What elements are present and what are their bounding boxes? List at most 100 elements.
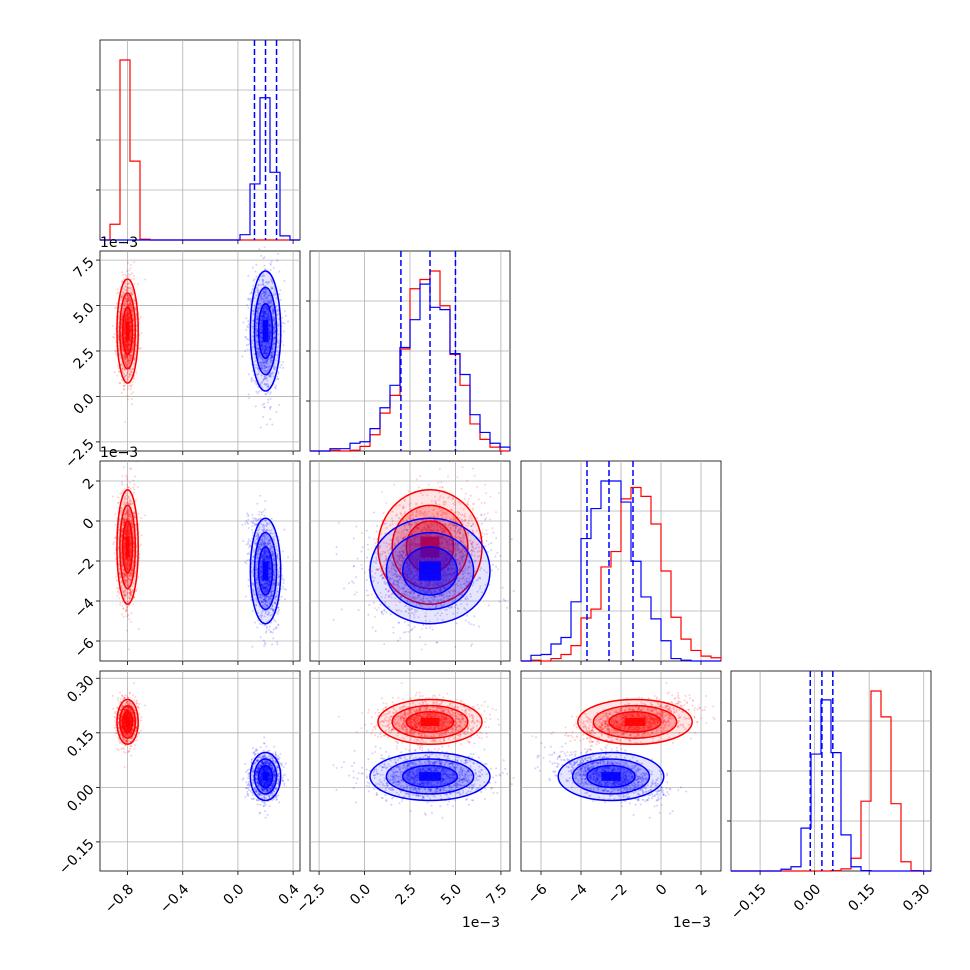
sample-point [117, 591, 119, 593]
sample-point [127, 399, 129, 401]
sample-point [112, 325, 114, 327]
sample-point [282, 322, 284, 324]
sample-point [127, 262, 129, 264]
sample-point [118, 592, 120, 594]
sample-point [282, 367, 284, 369]
sample-point [123, 607, 125, 609]
sample-point [121, 475, 123, 477]
sample-point [117, 288, 119, 290]
sample-point [137, 486, 139, 488]
sample-point [117, 365, 119, 367]
sample-point [127, 395, 129, 397]
sample-point [133, 278, 135, 280]
sample-point [133, 275, 135, 277]
y-tick-label: 7.5 [71, 254, 98, 281]
sample-point [246, 344, 248, 346]
sample-point [255, 276, 257, 278]
sample-point [121, 605, 123, 607]
sample-point [131, 403, 133, 405]
sample-point [125, 276, 127, 278]
sample-point [127, 387, 129, 389]
sample-point [281, 317, 283, 319]
sample-point [116, 587, 118, 589]
sample-point [138, 347, 140, 349]
y-tick-label: −2.5 [62, 436, 97, 471]
sample-point [246, 325, 248, 327]
sample-point [255, 391, 257, 393]
sample-point [128, 385, 130, 387]
sample-point [283, 280, 285, 282]
sample-point [280, 299, 282, 301]
panel-1-1 [306, 251, 510, 455]
sample-point [260, 426, 262, 428]
sample-point [258, 248, 260, 250]
sample-point [127, 614, 129, 616]
sample-point [262, 416, 264, 418]
sample-point [264, 406, 266, 408]
sample-point [130, 393, 132, 395]
corner-plot: −2.50.02.55.07.51e−3−6−4−2021e−3−0.150.0… [0, 0, 970, 970]
sample-point [270, 398, 272, 400]
sample-point [140, 332, 142, 334]
sample-point [129, 482, 131, 484]
sample-point [114, 333, 116, 335]
sample-point [246, 304, 248, 306]
panel-0-0 [96, 40, 300, 244]
sample-point [246, 338, 248, 340]
sample-point [267, 401, 269, 403]
sample-point [130, 386, 132, 388]
sample-point [112, 336, 114, 338]
sample-point [249, 293, 251, 295]
sample-point [115, 576, 117, 578]
sample-point [133, 492, 135, 494]
sample-point [285, 315, 287, 317]
sample-point [132, 603, 134, 605]
sample-point [130, 264, 132, 266]
sample-point [252, 285, 254, 287]
sample-point [128, 270, 130, 272]
sample-point [126, 615, 128, 617]
sample-point [117, 496, 119, 498]
sample-point [251, 291, 253, 293]
y-tick-label: 2.5 [71, 345, 98, 372]
sample-point [128, 618, 130, 620]
sample-point [248, 397, 250, 399]
sample-point [269, 418, 271, 420]
sample-point [133, 484, 135, 486]
sample-point [132, 487, 134, 489]
sample-point [270, 269, 272, 271]
sample-point [270, 391, 272, 393]
sample-point [124, 385, 126, 387]
sample-point [273, 267, 275, 269]
sample-point [140, 316, 142, 318]
sample-point [269, 408, 271, 410]
sample-point [278, 293, 280, 295]
sample-point [255, 382, 257, 384]
sample-point [252, 288, 254, 290]
sample-point [123, 388, 125, 390]
sample-point [128, 273, 130, 275]
sample-point [126, 484, 128, 486]
sample-point [117, 375, 119, 377]
sample-point [119, 493, 121, 495]
sample-point [275, 388, 277, 390]
sample-point [247, 298, 249, 300]
sample-point [127, 487, 129, 489]
sample-point [271, 260, 273, 262]
sample-point [112, 543, 114, 545]
y-offset-label: 1e−3 [100, 235, 138, 251]
sample-point [135, 372, 137, 374]
sample-point [135, 590, 137, 592]
sample-point [242, 321, 244, 323]
sample-point [123, 466, 125, 468]
sample-point [282, 344, 284, 346]
sample-point [130, 273, 132, 275]
sample-point [119, 598, 121, 600]
sample-point [121, 271, 123, 273]
sample-point [263, 265, 265, 267]
sample-point [114, 513, 116, 515]
sample-point [114, 552, 116, 554]
sample-point [254, 621, 256, 623]
sample-point [257, 392, 259, 394]
sample-point [267, 399, 269, 401]
